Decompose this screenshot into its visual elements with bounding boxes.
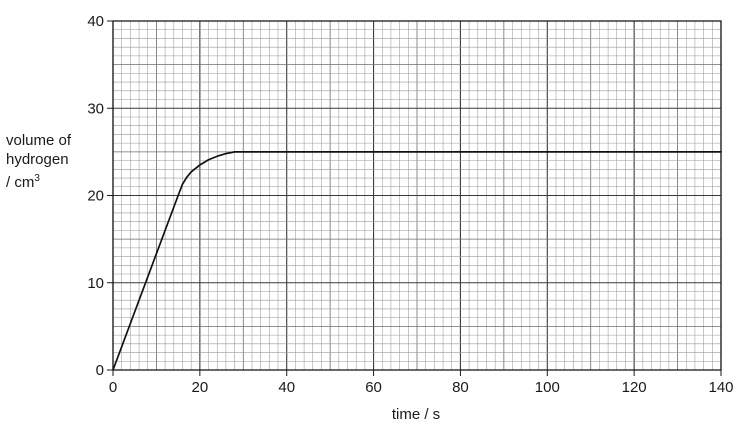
y-tick-label: 10 (87, 275, 104, 292)
y-axis-label-line-2: hydrogen (6, 151, 69, 168)
ticks: 0 20 40 60 80 100 120 140 0 10 20 30 40 (87, 13, 733, 396)
y-axis-label-line-1: volume of (6, 132, 72, 149)
x-tick-label: 140 (708, 379, 733, 396)
x-tick-label: 60 (365, 379, 382, 396)
x-tick-label: 40 (278, 379, 295, 396)
x-tick-label: 0 (109, 379, 117, 396)
y-axis-label: volume of hydrogen / cm3 (6, 131, 71, 192)
grid (112, 20, 722, 371)
y-tick-label: 30 (87, 100, 104, 117)
y-tick-label: 0 (96, 362, 104, 379)
x-tick-label: 20 (192, 379, 209, 396)
y-tick-label: 20 (87, 188, 104, 205)
y-axis-label-superscript: 3 (34, 173, 40, 184)
x-axis-label: time / s (392, 406, 440, 423)
x-tick-label: 100 (535, 379, 560, 396)
y-axis-label-unit: / cm (6, 174, 35, 191)
series (112, 151, 722, 371)
series-line (112, 151, 722, 371)
x-tick-label: 120 (622, 379, 647, 396)
x-tick-label: 80 (452, 379, 469, 396)
y-tick-label: 40 (87, 13, 104, 30)
y-axis-label-line-3: / cm3 (6, 169, 71, 192)
